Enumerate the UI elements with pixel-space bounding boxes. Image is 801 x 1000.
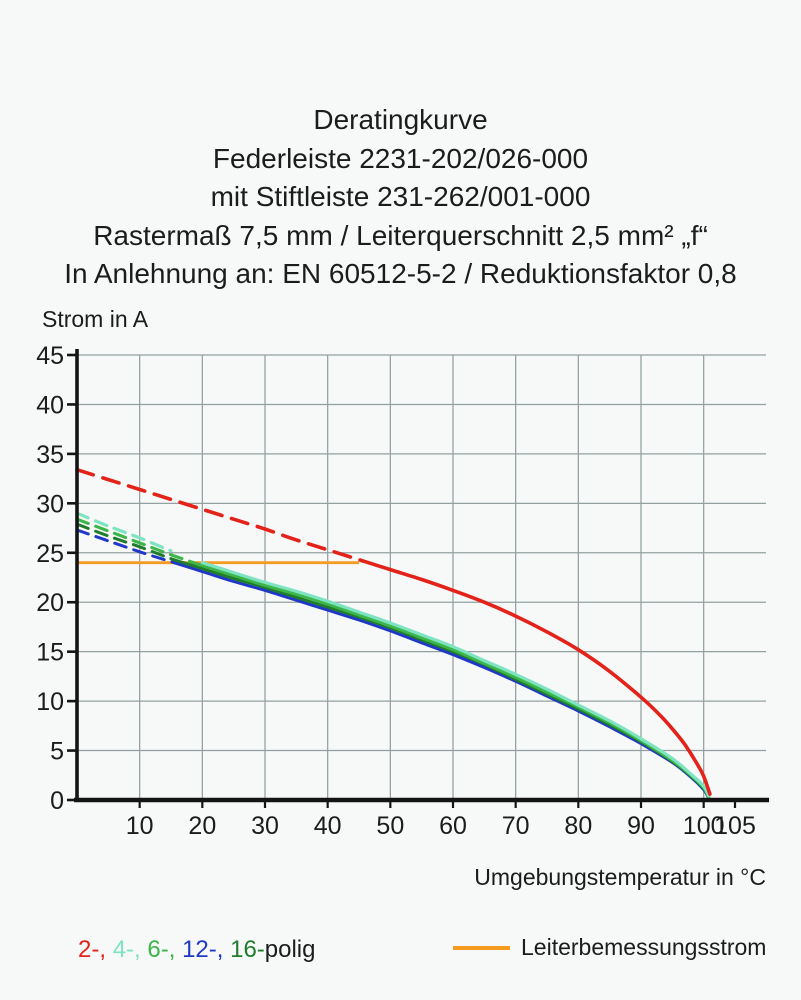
x-tick-label: 80 — [564, 812, 592, 840]
x-tick-label: 40 — [314, 812, 342, 840]
curve-4-polig — [200, 561, 711, 798]
legend-pole-counts: 2-, 4-, 6-, 12-, 16-polig — [78, 936, 316, 964]
y-tick-label: 5 — [50, 738, 64, 766]
title-line-2: Federleiste 2231-202/026-000 — [212, 142, 589, 174]
x-tick-label: 10 — [126, 812, 154, 840]
x-tick-label: 70 — [502, 812, 530, 840]
y-tick-label: 35 — [36, 441, 64, 469]
legend-pole-4-label: 4-, — [112, 936, 148, 963]
title-line-1: Deratingkurve — [313, 104, 488, 135]
curve-16-polig — [182, 561, 711, 799]
x-tick-label: 50 — [376, 812, 404, 840]
y-tick-label: 10 — [36, 688, 64, 716]
title-line-5: In Anlehnung an: EN 60512-5-2 / Reduktio… — [64, 258, 737, 289]
curve-12-polig — [172, 561, 711, 800]
y-tick-label: 40 — [36, 391, 64, 419]
legend-pole-16-label: 16- — [230, 936, 265, 963]
x-tick-label: 90 — [627, 812, 655, 840]
chart-title-block: Deratingkurve Federleiste 2231-202/026-0… — [0, 101, 801, 294]
legend-rated-current: Leiterbemessungsstrom — [453, 934, 766, 961]
x-tick-label: 60 — [439, 812, 467, 840]
curve-6-polig — [188, 559, 711, 799]
x-tick-label: 105 — [714, 812, 756, 840]
title-line-4: Rastermaß 7,5 mm / Leiterquerschnitt 2,5… — [93, 219, 708, 251]
y-tick-label: 20 — [36, 589, 64, 617]
y-axis-label: Strom in A — [42, 306, 149, 332]
x-tick-label: 30 — [251, 812, 279, 840]
x-tick-label: 20 — [188, 812, 216, 840]
x-tick-label: 100 — [683, 812, 725, 840]
y-tick-label: 15 — [36, 639, 64, 667]
legend-pole-6-label: 6-, — [147, 936, 183, 963]
rated-current-swatch — [453, 945, 510, 950]
legend-polig-suffix: polig — [264, 936, 316, 963]
title-line-3: mit Stiftleiste 231-262/001-000 — [210, 181, 591, 212]
legend-pole-2-label: 2-, — [78, 936, 113, 963]
curve-4-polig-dashed — [75, 511, 173, 553]
curve-2-polig-dashed — [75, 467, 368, 564]
x-axis-label: Umgebungstemperatur in °C — [474, 864, 766, 890]
y-tick-label: 25 — [36, 540, 64, 568]
y-tick-label: 30 — [36, 490, 64, 518]
curve-6-polig-dashed — [75, 517, 192, 563]
curve-16-polig-dashed — [75, 522, 185, 565]
legend-pole-12-label: 12-, — [182, 936, 231, 963]
curve-2-polig — [363, 559, 712, 796]
y-tick-label: 45 — [36, 342, 64, 370]
y-tick-label: 0 — [50, 787, 64, 815]
rated-current-label: Leiterbemessungsstrom — [521, 934, 767, 960]
